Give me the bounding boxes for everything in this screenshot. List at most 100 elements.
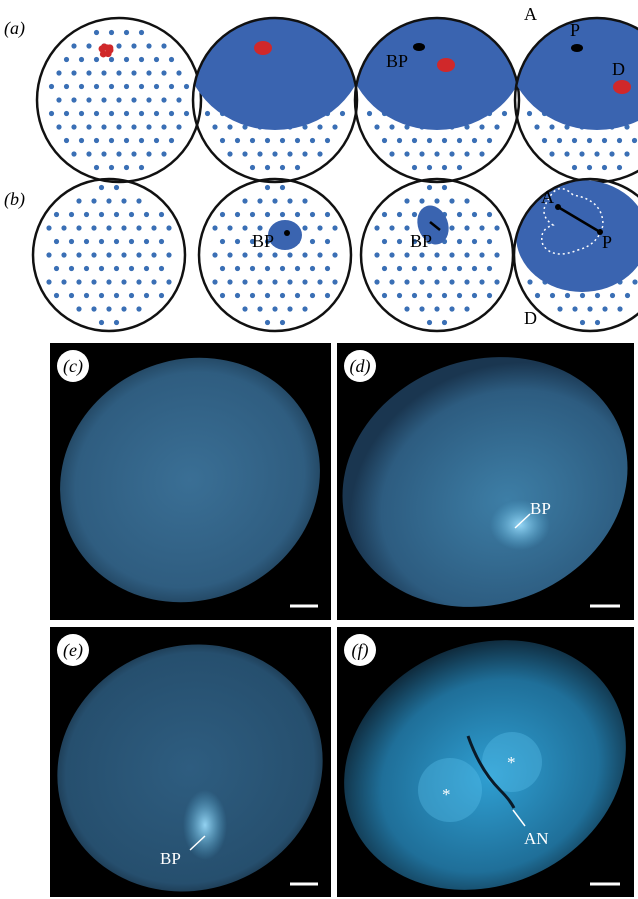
cell-dot [146, 43, 151, 48]
cell-dot [332, 124, 337, 129]
cell-dot [109, 84, 114, 89]
embryo-diagram [185, 0, 365, 170]
cell-dot [419, 279, 424, 284]
cell-dot [487, 212, 492, 217]
cell-dot [602, 138, 607, 143]
cell-dot [257, 198, 262, 203]
cell-dot [427, 165, 432, 170]
cell-dot [527, 111, 532, 116]
cell-dot [144, 239, 149, 244]
cell-dot [46, 279, 51, 284]
cell-dot [136, 279, 141, 284]
cell-dot [131, 70, 136, 75]
cell-dot [106, 225, 111, 230]
cell-dot [116, 97, 121, 102]
cell-dot [114, 239, 119, 244]
cell-dot [535, 293, 540, 298]
cell-dot [86, 151, 91, 156]
cell-dot [131, 151, 136, 156]
cell-dot [472, 212, 477, 217]
cell-dot [332, 225, 337, 230]
cell-dot [325, 138, 330, 143]
cell-dot [71, 70, 76, 75]
cell-dot [317, 279, 322, 284]
cell-dot [442, 320, 447, 325]
cell-dot [69, 239, 74, 244]
cell-dot [99, 293, 104, 298]
cell-dot [457, 165, 462, 170]
annotation: AN [524, 829, 549, 848]
cell-dot [99, 212, 104, 217]
cell-dot [54, 212, 59, 217]
cell-dot [457, 293, 462, 298]
cell-dot [302, 306, 307, 311]
cell-dot [159, 266, 164, 271]
cell-dot [587, 306, 592, 311]
cell-dot [302, 279, 307, 284]
cell-dot [94, 165, 99, 170]
cell-dot [382, 266, 387, 271]
panel-label: (d) [350, 356, 371, 377]
cell-dot [139, 84, 144, 89]
cell-dot [154, 111, 159, 116]
cell-dot [632, 279, 637, 284]
cell-dot [250, 165, 255, 170]
cell-dot [374, 252, 379, 257]
cell-dot [169, 57, 174, 62]
cell-dot [106, 252, 111, 257]
cell-dot [94, 111, 99, 116]
cell-dot [116, 151, 121, 156]
bp-mark [284, 230, 290, 236]
annotation: * [507, 753, 516, 772]
cell-dot [124, 57, 129, 62]
cell-dot [84, 239, 89, 244]
cell-dot [121, 225, 126, 230]
cell-dot [449, 279, 454, 284]
cell-dot [109, 30, 114, 35]
cell-dot [487, 266, 492, 271]
cell-dot [220, 212, 225, 217]
cell-dot [449, 252, 454, 257]
cell-dot [101, 70, 106, 75]
cell-dot [86, 70, 91, 75]
cell-dot [86, 124, 91, 129]
cell-dot [227, 151, 232, 156]
cell-dot [457, 138, 462, 143]
cell-dot [54, 239, 59, 244]
cell-dot [472, 293, 477, 298]
cell-dot [257, 306, 262, 311]
cell-dot [494, 279, 499, 284]
cell-dot [121, 198, 126, 203]
red-cell [106, 44, 113, 51]
cell-dot [325, 239, 330, 244]
cell-dot [159, 293, 164, 298]
cell-dot [250, 212, 255, 217]
cell-dot [136, 198, 141, 203]
cell-dot [176, 70, 181, 75]
cell-dot [220, 266, 225, 271]
cell-dot [94, 138, 99, 143]
cell-dot [64, 138, 69, 143]
cell-dot [404, 306, 409, 311]
cell-dot [397, 212, 402, 217]
cell-dot [184, 84, 189, 89]
cell-dot [624, 151, 629, 156]
cell-dot [116, 43, 121, 48]
cell-dot [144, 266, 149, 271]
cell-dot [442, 165, 447, 170]
cell-dot [146, 70, 151, 75]
cell-dot [442, 266, 447, 271]
cell-dot [389, 225, 394, 230]
cell-dot [265, 138, 270, 143]
cell-dot [109, 138, 114, 143]
cell-dot [212, 279, 217, 284]
cell-dot [565, 293, 570, 298]
cell-dot [419, 306, 424, 311]
cell-dot [595, 293, 600, 298]
cell-dot [389, 252, 394, 257]
cell-dot [166, 225, 171, 230]
cell-dot [106, 306, 111, 311]
cell-dot [114, 212, 119, 217]
cell-dot [56, 124, 61, 129]
cell-dot [131, 43, 136, 48]
